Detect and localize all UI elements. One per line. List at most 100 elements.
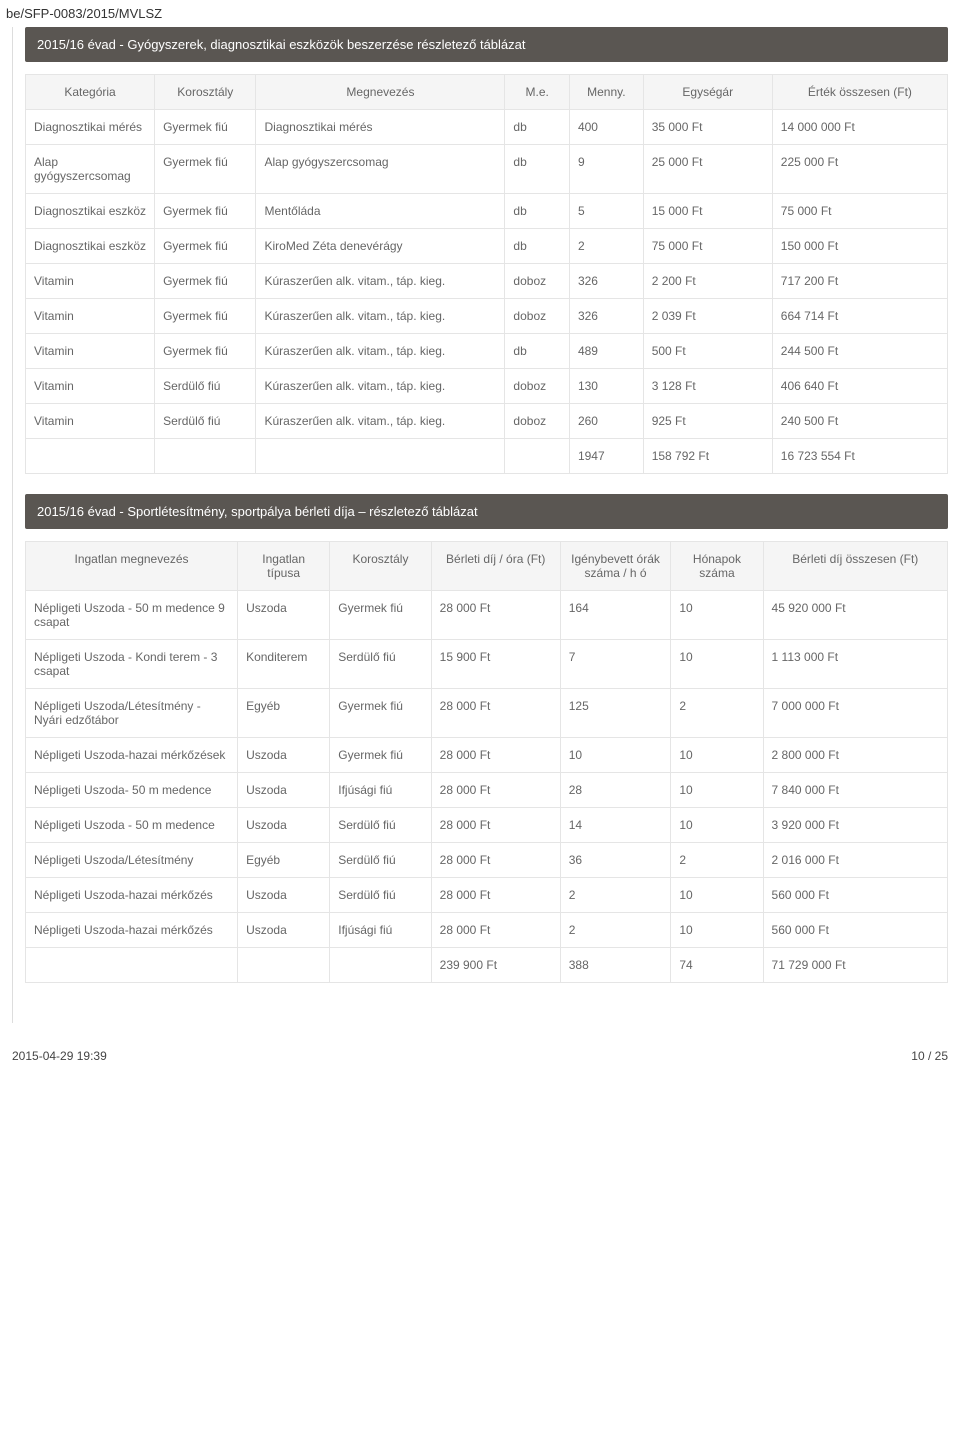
table-total-cell [26, 948, 238, 983]
table-row: Diagnosztikai eszközGyermek fiúMentőláda… [26, 194, 948, 229]
table-cell: 28 000 Ft [431, 591, 560, 640]
table-cell: Népligeti Uszoda-hazai mérkőzés [26, 878, 238, 913]
table-cell: 244 500 Ft [772, 334, 947, 369]
table-cell: Uszoda [238, 878, 330, 913]
table-cell: 28 000 Ft [431, 843, 560, 878]
table-cell: 25 000 Ft [643, 145, 772, 194]
th-agegroup: Korosztály [155, 75, 256, 110]
table-total-cell: 16 723 554 Ft [772, 439, 947, 474]
table-cell: 10 [671, 773, 763, 808]
table-cell: 150 000 Ft [772, 229, 947, 264]
table-cell: 489 [569, 334, 643, 369]
th-months: Hónapok száma [671, 542, 763, 591]
document-id: be/SFP-0083/2015/MVLSZ [6, 0, 948, 27]
table-cell: Népligeti Uszoda - Kondi terem - 3 csapa… [26, 640, 238, 689]
table-total-cell: 71 729 000 Ft [763, 948, 947, 983]
table-cell: Népligeti Uszoda/Létesítmény [26, 843, 238, 878]
table-cell: 1 113 000 Ft [763, 640, 947, 689]
table-cell: Diagnosztikai eszköz [26, 194, 155, 229]
page-footer: 2015-04-29 19:39 10 / 25 [0, 1033, 960, 1071]
table-facilities: Ingatlan megnevezés Ingatlan típusa Koro… [25, 541, 948, 983]
table-cell: db [505, 110, 570, 145]
table-cell: 75 000 Ft [643, 229, 772, 264]
table-total-cell: 1947 [569, 439, 643, 474]
table-cell: 35 000 Ft [643, 110, 772, 145]
table-cell: 225 000 Ft [772, 145, 947, 194]
table-row: VitaminSerdülő fiúKúraszerűen alk. vitam… [26, 404, 948, 439]
table-row: Népligeti Uszoda-hazai mérkőzésekUszodaG… [26, 738, 948, 773]
table-cell: 925 Ft [643, 404, 772, 439]
table-cell: KiroMed Zéta denevérágy [256, 229, 505, 264]
table-cell: 2 200 Ft [643, 264, 772, 299]
table-total-row: 1947158 792 Ft16 723 554 Ft [26, 439, 948, 474]
table-cell: Alap gyógyszercsomag [26, 145, 155, 194]
table-row: Népligeti Uszoda - 50 m medence 9 csapat… [26, 591, 948, 640]
table-cell: Gyermek fiú [155, 194, 256, 229]
table-cell: Népligeti Uszoda-hazai mérkőzések [26, 738, 238, 773]
table-cell: 7 000 000 Ft [763, 689, 947, 738]
th-proptype: Ingatlan típusa [238, 542, 330, 591]
table-total-row: 239 900 Ft3887471 729 000 Ft [26, 948, 948, 983]
table-cell: doboz [505, 369, 570, 404]
table-cell: doboz [505, 299, 570, 334]
table-cell: 15 900 Ft [431, 640, 560, 689]
table-total-cell [330, 948, 431, 983]
table-cell: 28 000 Ft [431, 689, 560, 738]
table-cell: Gyermek fiú [330, 738, 431, 773]
table-cell: Vitamin [26, 369, 155, 404]
table-cell: Uszoda [238, 591, 330, 640]
table-cell: 2 039 Ft [643, 299, 772, 334]
table-cell: Serdülő fiú [155, 369, 256, 404]
table-cell: Serdülő fiú [155, 404, 256, 439]
th-rentperhr: Bérleti díj / óra (Ft) [431, 542, 560, 591]
table-cell: Gyermek fiú [330, 591, 431, 640]
table-cell: 28 000 Ft [431, 913, 560, 948]
table-cell: 14 [560, 808, 671, 843]
table-cell: Alap gyógyszercsomag [256, 145, 505, 194]
footer-timestamp: 2015-04-29 19:39 [12, 1049, 107, 1063]
table-row: VitaminGyermek fiúKúraszerűen alk. vitam… [26, 299, 948, 334]
table-cell: db [505, 194, 570, 229]
th-category: Kategória [26, 75, 155, 110]
table-cell: db [505, 229, 570, 264]
table-cell: 36 [560, 843, 671, 878]
table-cell: 10 [671, 640, 763, 689]
table-cell: Uszoda [238, 808, 330, 843]
table-cell: Diagnosztikai eszköz [26, 229, 155, 264]
table-cell: 260 [569, 404, 643, 439]
table-row: Alap gyógyszercsomagGyermek fiúAlap gyóg… [26, 145, 948, 194]
table-cell: 14 000 000 Ft [772, 110, 947, 145]
section2-header: 2015/16 évad - Sportlétesítmény, sportpá… [25, 494, 948, 529]
table-row: Diagnosztikai eszközGyermek fiúKiroMed Z… [26, 229, 948, 264]
table-cell: doboz [505, 404, 570, 439]
table-cell: 2 [671, 843, 763, 878]
table-cell: Diagnosztikai mérés [256, 110, 505, 145]
table-cell: 9 [569, 145, 643, 194]
table-cell: 75 000 Ft [772, 194, 947, 229]
table-cell: 2 800 000 Ft [763, 738, 947, 773]
table-cell: 2 016 000 Ft [763, 843, 947, 878]
table-total-cell [26, 439, 155, 474]
th-name: Megnevezés [256, 75, 505, 110]
table-total-cell: 158 792 Ft [643, 439, 772, 474]
table-cell: Egyéb [238, 843, 330, 878]
table-cell: 28 [560, 773, 671, 808]
table-row: Diagnosztikai mérésGyermek fiúDiagnoszti… [26, 110, 948, 145]
table-cell: 164 [560, 591, 671, 640]
table-cell: Gyermek fiú [330, 689, 431, 738]
table-cell: Vitamin [26, 299, 155, 334]
table-cell: 28 000 Ft [431, 808, 560, 843]
table-cell: 45 920 000 Ft [763, 591, 947, 640]
table-cell: Kúraszerűen alk. vitam., táp. kieg. [256, 264, 505, 299]
table-cell: Uszoda [238, 773, 330, 808]
table-cell: Kúraszerűen alk. vitam., táp. kieg. [256, 369, 505, 404]
table-cell: Ifjúsági fiú [330, 773, 431, 808]
table-cell: 28 000 Ft [431, 773, 560, 808]
table-row: VitaminGyermek fiúKúraszerűen alk. vitam… [26, 334, 948, 369]
table-cell: Serdülő fiú [330, 640, 431, 689]
table-cell: Gyermek fiú [155, 110, 256, 145]
table-cell: Egyéb [238, 689, 330, 738]
th-unitprice: Egységár [643, 75, 772, 110]
table-cell: Kúraszerűen alk. vitam., táp. kieg. [256, 334, 505, 369]
table-cell: 7 [560, 640, 671, 689]
